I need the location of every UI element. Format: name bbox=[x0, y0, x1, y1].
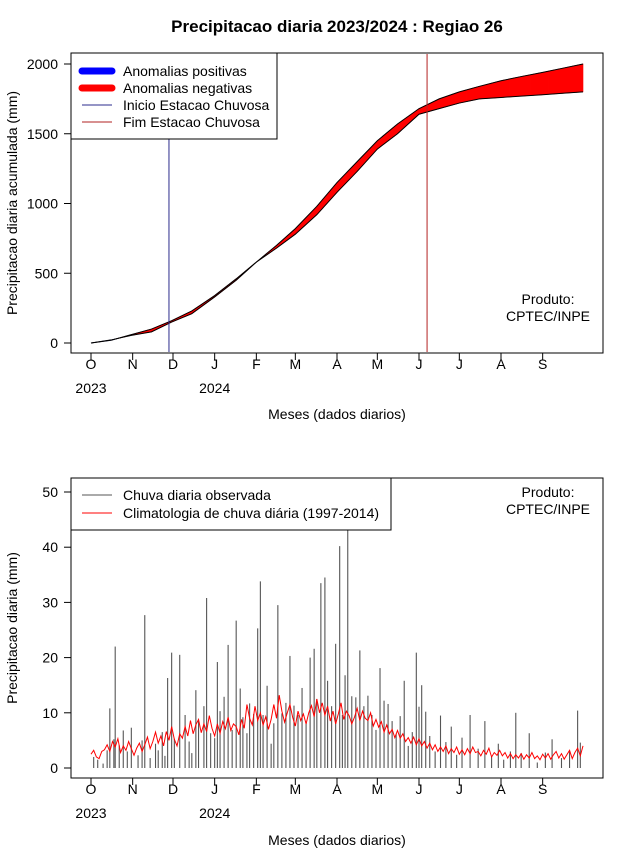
daily-panel: Chuva diaria observada Climatologia de c… bbox=[4, 478, 603, 848]
x-tick-label: J bbox=[211, 356, 218, 372]
accumulated-panel: Anomalias positivas Anomalias negativas … bbox=[4, 53, 603, 422]
x-tick-label: O bbox=[86, 356, 97, 372]
x-tick-label: M bbox=[289, 356, 301, 372]
x-tick-label: A bbox=[332, 781, 342, 797]
y-tick-label: 1000 bbox=[27, 196, 58, 212]
legend-label-start: Inicio Estacao Chuvosa bbox=[123, 97, 270, 113]
x-tick-label: J bbox=[456, 356, 463, 372]
x-tick-label: S bbox=[538, 781, 547, 797]
producer-label-2: Produto: bbox=[522, 484, 575, 500]
y-axis-1: 0 500 1000 1500 2000 bbox=[27, 56, 71, 351]
y-tick-label: 0 bbox=[50, 335, 58, 351]
chart-title: Precipitacao diaria 2023/2024 : Regiao 2… bbox=[171, 17, 503, 36]
x-tick-label: J bbox=[416, 781, 423, 797]
y-axis-2: 0 10 20 30 40 50 bbox=[42, 484, 71, 776]
observed-bars bbox=[94, 492, 581, 768]
producer-name-1: CPTEC/INPE bbox=[506, 308, 590, 324]
x-tick-label: A bbox=[496, 781, 506, 797]
y-tick-label: 30 bbox=[42, 594, 58, 610]
y-tick-label: 1500 bbox=[27, 126, 58, 142]
x-tick-label: F bbox=[252, 356, 261, 372]
year-label: 2024 bbox=[199, 380, 230, 396]
x-tick-label: O bbox=[86, 781, 97, 797]
x-tick-label: D bbox=[168, 781, 178, 797]
x-tick-label: J bbox=[456, 781, 463, 797]
x-tick-label: N bbox=[128, 356, 138, 372]
legend-label-negative: Anomalias negativas bbox=[123, 80, 252, 96]
x-axis-title-2: Meses (dados diarios) bbox=[268, 832, 406, 848]
x-axis-title-1: Meses (dados diarios) bbox=[268, 406, 406, 422]
x-tick-label: M bbox=[371, 356, 383, 372]
y-axis-title-2: Precipitacao diaria (mm) bbox=[4, 552, 20, 704]
legend-label-end: Fim Estacao Chuvosa bbox=[123, 114, 260, 130]
y-tick-label: 10 bbox=[42, 705, 58, 721]
climatology-daily-line bbox=[91, 695, 583, 760]
x-axis-1: O N D J F M A M J J A S 2023 2024 bbox=[75, 353, 547, 396]
legend-label-climatology: Climatologia de chuva diária (1997-2014) bbox=[123, 505, 379, 521]
x-tick-label: J bbox=[416, 356, 423, 372]
y-axis-title-1: Precipitacao diaria acumulada (mm) bbox=[4, 91, 20, 315]
producer-name-2: CPTEC/INPE bbox=[506, 501, 590, 517]
y-tick-label: 2000 bbox=[27, 56, 58, 72]
y-tick-label: 20 bbox=[42, 650, 58, 666]
x-tick-label: A bbox=[332, 356, 342, 372]
x-tick-label: F bbox=[252, 781, 261, 797]
y-tick-label: 500 bbox=[35, 265, 59, 281]
year-label: 2024 bbox=[199, 805, 230, 821]
year-label: 2023 bbox=[75, 805, 106, 821]
anomaly-segment bbox=[582, 64, 583, 92]
x-tick-label: D bbox=[168, 356, 178, 372]
year-label: 2023 bbox=[75, 380, 106, 396]
x-tick-label: S bbox=[538, 356, 547, 372]
legend-label-positive: Anomalias positivas bbox=[123, 63, 247, 79]
x-tick-label: A bbox=[496, 356, 506, 372]
producer-label-1: Produto: bbox=[522, 291, 575, 307]
y-tick-label: 40 bbox=[42, 539, 58, 555]
x-tick-label: M bbox=[371, 781, 383, 797]
y-tick-label: 0 bbox=[50, 760, 58, 776]
x-tick-label: M bbox=[289, 781, 301, 797]
x-tick-label: N bbox=[128, 781, 138, 797]
legend-label-observed: Chuva diaria observada bbox=[123, 487, 271, 503]
legend-accumulated: Anomalias positivas Anomalias negativas … bbox=[71, 53, 277, 139]
legend-box bbox=[71, 478, 391, 530]
legend-daily: Chuva diaria observada Climatologia de c… bbox=[71, 478, 391, 530]
x-tick-label: J bbox=[211, 781, 218, 797]
y-tick-label: 50 bbox=[42, 484, 58, 500]
x-axis-2: O N D J F M A M J J A S 2023 2024 bbox=[75, 778, 547, 821]
